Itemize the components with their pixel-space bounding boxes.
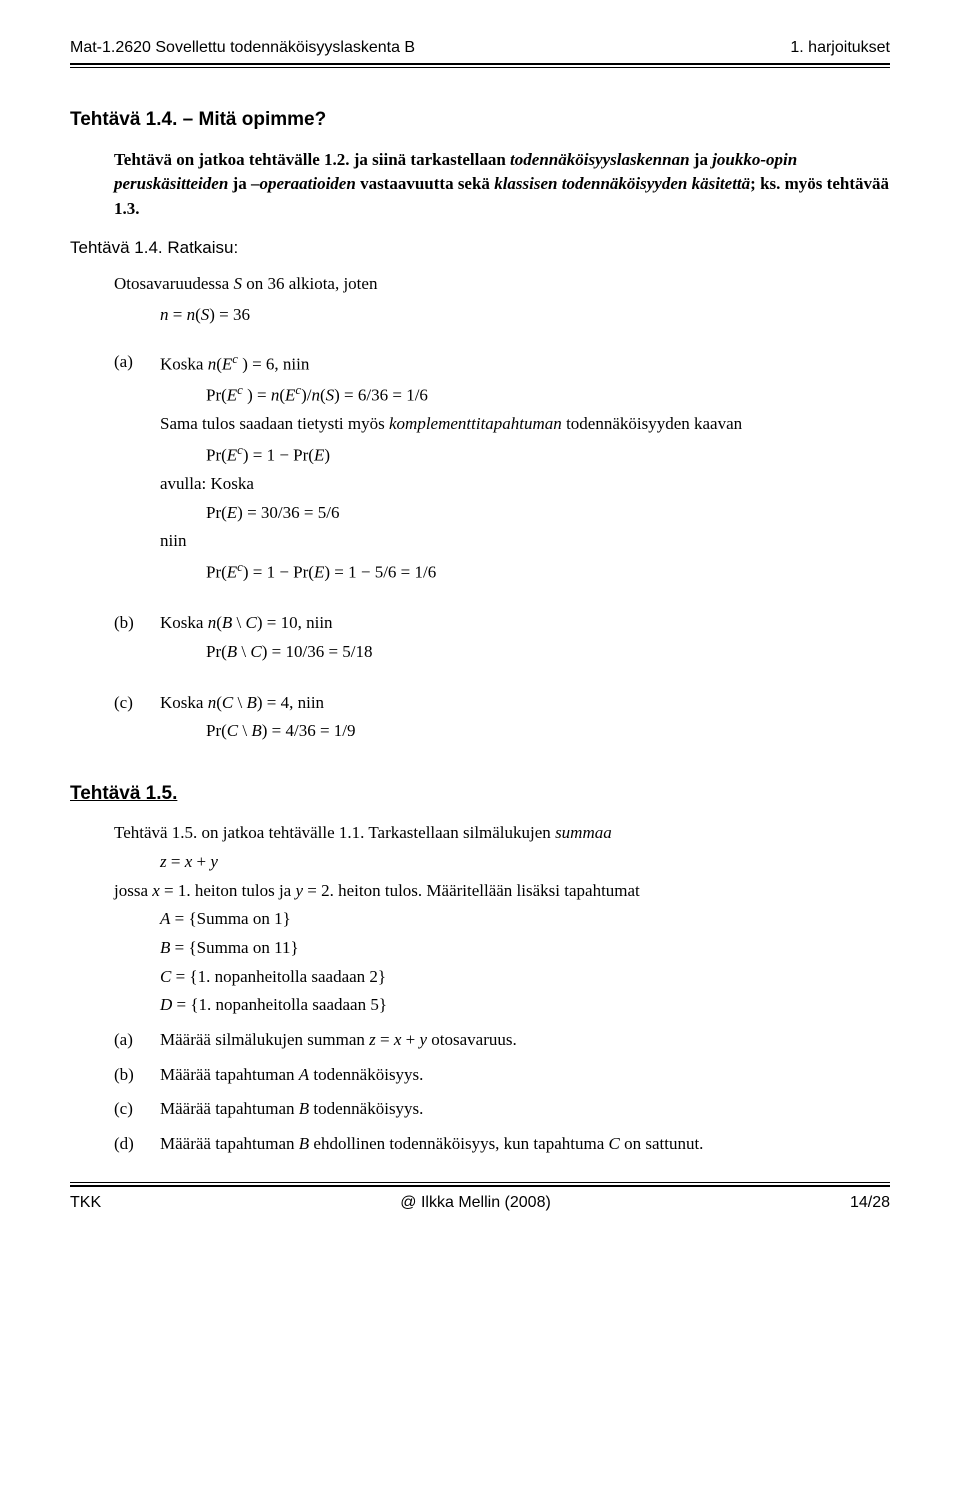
- eq-n: n = n(S) = 36: [160, 303, 890, 328]
- t15-defA: A = {Summa on 1}: [160, 907, 890, 932]
- c-eq1: Pr(C \ B) = 4/36 = 1/9: [206, 719, 890, 744]
- t15-qb-text: Määrää tapahtuman A todennäköisyys.: [160, 1063, 890, 1088]
- t15-defD: D = {1. nopanheitolla saadaan 5}: [160, 993, 890, 1018]
- item-a: (a) Koska n(Ec ) = 6, niin Pr(Ec ) = n(E…: [114, 350, 890, 590]
- t15-defB: B = {Summa on 11}: [160, 936, 890, 961]
- b-line1: Koska n(B \ C) = 10, niin: [160, 611, 890, 636]
- t15-qa-text: Määrää silmälukujen summan z = x + y oto…: [160, 1028, 890, 1053]
- tehtava14-heading: Tehtävä 1.4. – Mitä opimme?: [70, 106, 890, 134]
- footer-rule-thick: [70, 1185, 890, 1187]
- intro-mid1: ja: [690, 150, 713, 169]
- intro-mid3: vastaavuutta sekä: [356, 174, 494, 193]
- t15-p1: Tehtävä 1.5. on jatkoa tehtävälle 1.1. T…: [114, 821, 890, 846]
- a-l2-tail: todennäköisyyden kaavan: [562, 414, 742, 433]
- footer-center: @ Ilkka Mellin (2008): [400, 1191, 551, 1214]
- tehtava15-heading: Tehtävä 1.5.: [70, 780, 890, 808]
- b-eq1: Pr(B \ C) = 10/36 = 5/18: [206, 640, 890, 665]
- intro-prefix: Tehtävä on jatkoa tehtävälle 1.2. ja sii…: [114, 150, 510, 169]
- t15-qb-label: (b): [114, 1063, 160, 1088]
- t15-eq-z: z = x + y: [160, 850, 890, 875]
- t15-qc-label: (c): [114, 1097, 160, 1122]
- item-a-label: (a): [114, 350, 160, 590]
- c-line1: Koska n(C \ B) = 4, niin: [160, 691, 890, 716]
- header-right: 1. harjoitukset: [790, 36, 890, 59]
- t15-qd: (d) Määrää tapahtuman B ehdollinen toden…: [114, 1132, 890, 1157]
- header-left: Mat-1.2620 Sovellettu todennäköisyyslask…: [70, 36, 415, 59]
- item-c-body: Koska n(C \ B) = 4, niin Pr(C \ B) = 4/3…: [160, 691, 890, 748]
- a-l2-pre: Sama tulos saadaan tietysti myös: [160, 414, 389, 433]
- intro-em3: operaatioiden: [259, 174, 355, 193]
- t15-defC: C = {1. nopanheitolla saadaan 2}: [160, 965, 890, 990]
- a-line1: Koska n(Ec ) = 6, niin: [160, 350, 890, 377]
- header-rule-thin: [70, 67, 890, 68]
- t15-qb: (b) Määrää tapahtuman A todennäköisyys.: [114, 1063, 890, 1088]
- a-eq4: Pr(Ec) = 1 − Pr(E) = 1 − 5/6 = 1/6: [206, 558, 890, 585]
- intro-em1: todennäköisyyslaskennan: [510, 150, 689, 169]
- t15-p1-em: summaa: [555, 823, 612, 842]
- a-eq2: Pr(Ec) = 1 − Pr(E): [206, 441, 890, 468]
- t15-qc-text: Määrää tapahtuman B todennäköisyys.: [160, 1097, 890, 1122]
- a-eq1: Pr(Ec ) = n(Ec)/n(S) = 6/36 = 1/6: [206, 381, 890, 408]
- item-c: (c) Koska n(C \ B) = 4, niin Pr(C \ B) =…: [114, 691, 890, 748]
- t15-qa: (a) Määrää silmälukujen summan z = x + y…: [114, 1028, 890, 1053]
- item-b: (b) Koska n(B \ C) = 10, niin Pr(B \ C) …: [114, 611, 890, 668]
- t15-qd-label: (d): [114, 1132, 160, 1157]
- a-line3: avulla: Koska: [160, 472, 890, 497]
- t15-qa-label: (a): [114, 1028, 160, 1053]
- a-eq3: Pr(E) = 30/36 = 5/6: [206, 501, 890, 526]
- item-b-label: (b): [114, 611, 160, 668]
- footer-left: TKK: [70, 1191, 101, 1214]
- a-line2: Sama tulos saadaan tietysti myös komplem…: [160, 412, 890, 437]
- t15-qd-text: Määrää tapahtuman B ehdollinen todennäkö…: [160, 1132, 890, 1157]
- item-c-label: (c): [114, 691, 160, 748]
- t15-qc: (c) Määrää tapahtuman B todennäköisyys.: [114, 1097, 890, 1122]
- tehtava15-body: Tehtävä 1.5. on jatkoa tehtävälle 1.1. T…: [114, 821, 890, 1017]
- footer-right: 14/28: [850, 1191, 890, 1214]
- a-l2-em: komplementtitapahtuman: [389, 414, 562, 433]
- t15-p1-text: Tehtävä 1.5. on jatkoa tehtävälle 1.1. T…: [114, 823, 555, 842]
- intro-mid2: ja –: [228, 174, 259, 193]
- t15-p2: jossa x = 1. heiton tulos ja y = 2. heit…: [114, 879, 890, 904]
- item-a-body: Koska n(Ec ) = 6, niin Pr(Ec ) = n(Ec)/n…: [160, 350, 890, 590]
- header-rule-thick: [70, 63, 890, 65]
- otos-line: Otosavaruudessa S on 36 alkiota, joten: [114, 272, 890, 297]
- page-footer: TKK @ Ilkka Mellin (2008) 14/28: [70, 1191, 890, 1214]
- ratkaisu-heading: Tehtävä 1.4. Ratkaisu:: [70, 236, 890, 261]
- page-header: Mat-1.2620 Sovellettu todennäköisyyslask…: [70, 36, 890, 63]
- a-line4: niin: [160, 529, 890, 554]
- intro-em4: klassisen todennäköisyyden käsitettä: [494, 174, 750, 193]
- footer-rule-thin: [70, 1182, 890, 1183]
- item-b-body: Koska n(B \ C) = 10, niin Pr(B \ C) = 10…: [160, 611, 890, 668]
- tehtava14-intro: Tehtävä on jatkoa tehtävälle 1.2. ja sii…: [114, 148, 890, 222]
